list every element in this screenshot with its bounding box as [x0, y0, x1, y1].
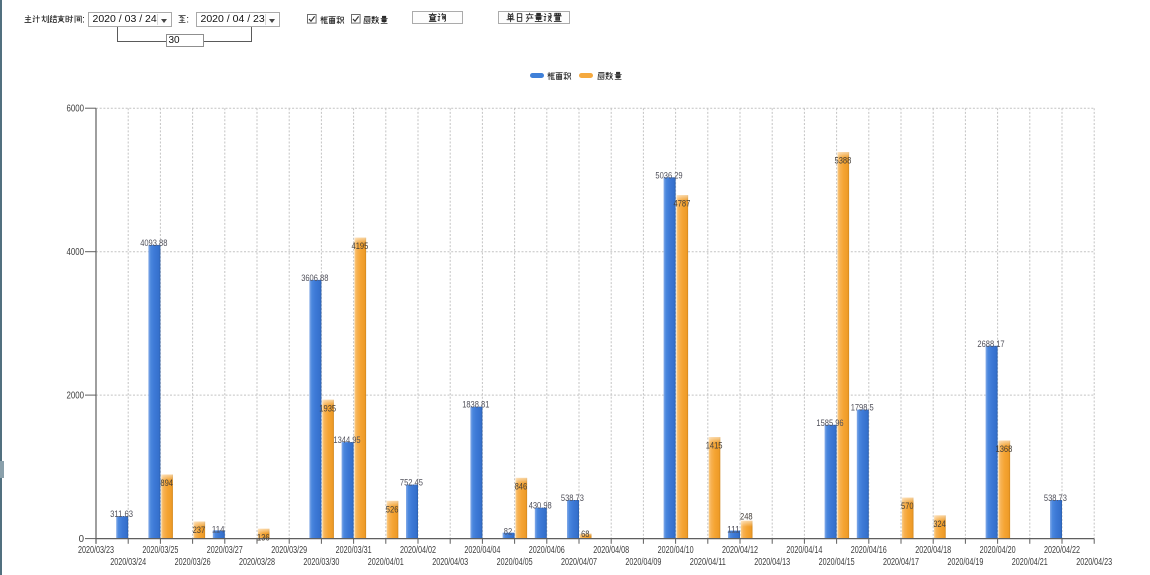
svg-text:4093.88: 4093.88: [140, 238, 167, 248]
svg-text:237: 237: [193, 525, 206, 535]
svg-text:1798.5: 1798.5: [851, 403, 874, 413]
svg-text:3606.88: 3606.88: [301, 273, 328, 283]
svg-text:248: 248: [740, 511, 753, 521]
svg-text:114: 114: [212, 524, 225, 534]
svg-text:2020/03/26: 2020/03/26: [175, 557, 211, 568]
svg-text:111: 111: [727, 525, 740, 535]
svg-text:2020/04/08: 2020/04/08: [593, 545, 629, 556]
svg-text:1585.96: 1585.96: [816, 418, 843, 428]
svg-text:68: 68: [581, 529, 589, 539]
svg-text:2020/04/20: 2020/04/20: [980, 545, 1016, 556]
svg-text:2020/03/24: 2020/03/24: [110, 557, 146, 568]
svg-text:2020/03/25: 2020/03/25: [142, 545, 178, 556]
svg-text:2020/03/30: 2020/03/30: [303, 557, 339, 568]
svg-text:2020/04/14: 2020/04/14: [786, 545, 822, 556]
svg-text:430.98: 430.98: [529, 501, 552, 511]
svg-text:1415: 1415: [706, 441, 723, 451]
svg-text:2020/04/18: 2020/04/18: [915, 545, 951, 556]
svg-text:894: 894: [160, 478, 173, 488]
svg-text:2020/04/02: 2020/04/02: [400, 545, 436, 556]
svg-text:2020/03/28: 2020/03/28: [239, 557, 275, 568]
svg-text:538.73: 538.73: [1044, 493, 1067, 503]
svg-text:82: 82: [504, 527, 512, 537]
svg-text:2020/04/10: 2020/04/10: [658, 545, 694, 556]
svg-text:2020/04/22: 2020/04/22: [1044, 545, 1080, 556]
svg-text:4195: 4195: [352, 241, 369, 251]
svg-text:2020/04/07: 2020/04/07: [561, 557, 597, 568]
svg-text:311.63: 311.63: [110, 509, 133, 519]
svg-text:570: 570: [901, 501, 914, 511]
svg-text:6000: 6000: [67, 104, 85, 115]
svg-text:2020/04/16: 2020/04/16: [851, 545, 887, 556]
svg-text:2020/03/23: 2020/03/23: [78, 545, 114, 556]
svg-text:2020/04/23: 2020/04/23: [1076, 557, 1112, 568]
svg-text:1368: 1368: [996, 444, 1013, 454]
svg-text:2688.17: 2688.17: [977, 339, 1004, 349]
svg-text:1344.95: 1344.95: [333, 435, 360, 445]
svg-text:5036.29: 5036.29: [655, 170, 682, 180]
svg-text:2020/04/12: 2020/04/12: [722, 545, 758, 556]
svg-text:2000: 2000: [67, 391, 85, 402]
svg-text:2020/04/17: 2020/04/17: [883, 557, 919, 568]
svg-text:538.73: 538.73: [561, 493, 584, 503]
svg-text:0: 0: [79, 534, 85, 545]
svg-text:2020/04/11: 2020/04/11: [690, 557, 726, 568]
svg-text:2020/03/29: 2020/03/29: [271, 545, 307, 556]
svg-text:2020/04/13: 2020/04/13: [754, 557, 790, 568]
svg-text:1838.81: 1838.81: [462, 400, 489, 410]
svg-text:2020/04/19: 2020/04/19: [947, 557, 983, 568]
svg-text:526: 526: [386, 504, 399, 514]
svg-text:136: 136: [257, 532, 270, 542]
svg-text:2020/04/05: 2020/04/05: [497, 557, 533, 568]
svg-text:2020/03/31: 2020/03/31: [336, 545, 372, 556]
svg-text:324: 324: [933, 519, 946, 529]
svg-text:1935: 1935: [319, 403, 336, 413]
svg-text:4787: 4787: [674, 199, 691, 209]
svg-text:2020/04/06: 2020/04/06: [529, 545, 565, 556]
svg-text:5388: 5388: [835, 156, 852, 166]
svg-text:2020/04/03: 2020/04/03: [432, 557, 468, 568]
svg-text:752.45: 752.45: [400, 478, 423, 488]
svg-text:2020/04/15: 2020/04/15: [819, 557, 855, 568]
svg-text:2020/03/27: 2020/03/27: [207, 545, 243, 556]
svg-text:2020/04/01: 2020/04/01: [368, 557, 404, 568]
svg-text:846: 846: [515, 481, 528, 491]
svg-text:2020/04/04: 2020/04/04: [464, 545, 500, 556]
svg-text:2020/04/21: 2020/04/21: [1012, 557, 1048, 568]
svg-text:4000: 4000: [67, 247, 85, 258]
svg-text:2020/04/09: 2020/04/09: [625, 557, 661, 568]
